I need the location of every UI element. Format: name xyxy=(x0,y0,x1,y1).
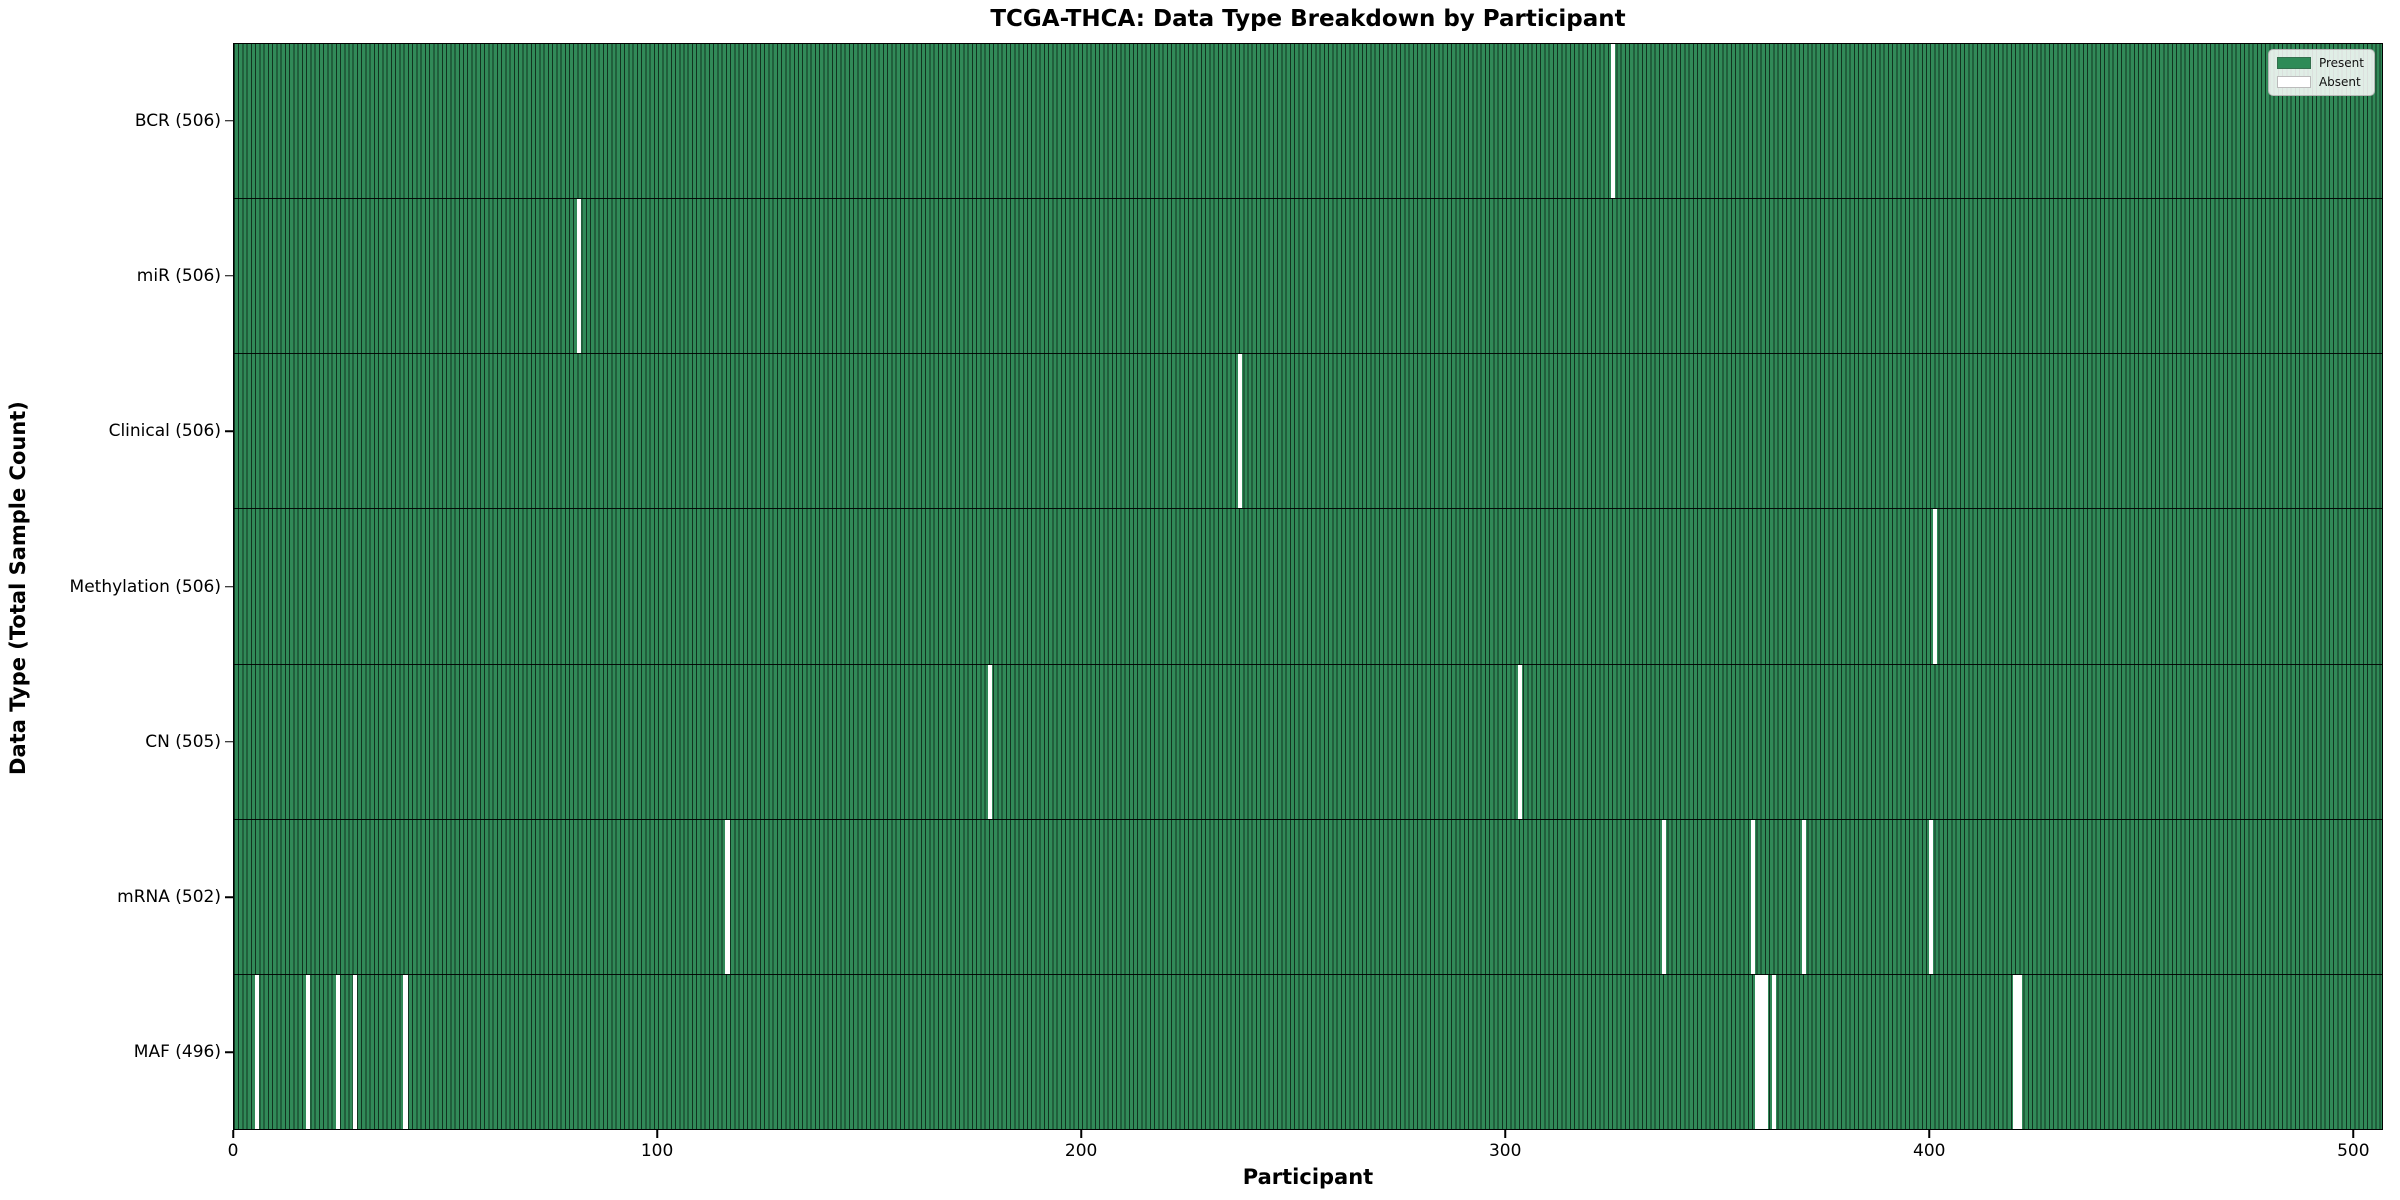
ytick-label-bcr: BCR (506) xyxy=(134,110,221,131)
absent-cell xyxy=(1754,974,1760,1129)
absent-swatch xyxy=(2276,76,2311,88)
row-mir xyxy=(234,199,2382,355)
absent-cell xyxy=(352,974,357,1129)
row-maf xyxy=(234,974,2382,1129)
row-methylation xyxy=(234,509,2382,665)
absent-cell xyxy=(988,664,993,819)
xtick-mark xyxy=(1080,1130,1082,1138)
absent-cell xyxy=(1238,354,1243,509)
ytick-mark xyxy=(225,430,233,432)
xtick-label-500: 500 xyxy=(2337,1141,2370,1161)
xtick-mark xyxy=(232,1130,234,1138)
row-clinical xyxy=(234,354,2382,510)
xtick-label-200: 200 xyxy=(1064,1141,1098,1161)
absent-cell xyxy=(1932,509,1938,664)
absent-cell xyxy=(2017,974,2022,1129)
absent-cell xyxy=(306,974,311,1129)
ytick-label-methylation: Methylation (506) xyxy=(69,576,221,597)
ytick-mark xyxy=(225,896,233,898)
absent-cell xyxy=(1763,974,1768,1129)
absent-cell xyxy=(577,199,582,354)
absent-cell xyxy=(725,819,730,974)
ytick-label-maf: MAF (496) xyxy=(133,1042,221,1063)
row-cn xyxy=(234,664,2382,820)
absent-cell xyxy=(1801,819,1806,974)
absent-cell xyxy=(1771,974,1777,1129)
ytick-mark xyxy=(225,119,233,122)
legend-entry-present: Present xyxy=(2276,56,2364,70)
absent-cell xyxy=(1759,974,1764,1129)
absent-cell xyxy=(255,974,260,1129)
xtick-mark xyxy=(2352,1130,2355,1138)
absent-cell xyxy=(1517,664,1522,819)
legend-label-present: Present xyxy=(2318,56,2364,70)
ytick-mark xyxy=(225,585,233,588)
absent-cell xyxy=(335,974,340,1129)
xtick-label-300: 300 xyxy=(1488,1141,1522,1161)
ytick-mark xyxy=(225,1051,233,1054)
xtick-mark xyxy=(1504,1130,1506,1138)
ytick-label-mrna: mRNA (502) xyxy=(117,887,221,908)
chart-title: TCGA-THCA: Data Type Breakdown by Partic… xyxy=(990,6,1626,32)
absent-cell xyxy=(403,974,408,1129)
ytick-mark xyxy=(225,741,233,743)
xtick-label-100: 100 xyxy=(640,1141,674,1161)
legend-entry-absent: Absent xyxy=(2276,75,2364,89)
xtick-mark xyxy=(1928,1130,1930,1138)
present-swatch xyxy=(2276,57,2311,69)
xtick-label-0: 0 xyxy=(227,1141,239,1161)
ytick-label-mir: miR (506) xyxy=(136,265,221,286)
ytick-mark xyxy=(225,275,233,277)
ytick-label-clinical: Clinical (506) xyxy=(108,421,221,442)
row-mrna xyxy=(234,819,2382,975)
x-axis-label: Participant xyxy=(1242,1165,1374,1189)
absent-cell xyxy=(1661,819,1666,974)
xtick-label-400: 400 xyxy=(1913,1141,1946,1161)
absent-cell xyxy=(2013,974,2018,1129)
plot-area: Present Absent xyxy=(233,43,2383,1130)
legend-label-absent: Absent xyxy=(2318,75,2361,89)
absent-cell xyxy=(1750,819,1755,974)
ytick-label-cn: CN (505) xyxy=(145,731,221,752)
xtick-mark xyxy=(656,1130,658,1138)
absent-cell xyxy=(1610,44,1616,199)
legend: Present Absent xyxy=(2267,49,2375,96)
row-bcr xyxy=(234,44,2382,200)
absent-cell xyxy=(1928,819,1933,974)
